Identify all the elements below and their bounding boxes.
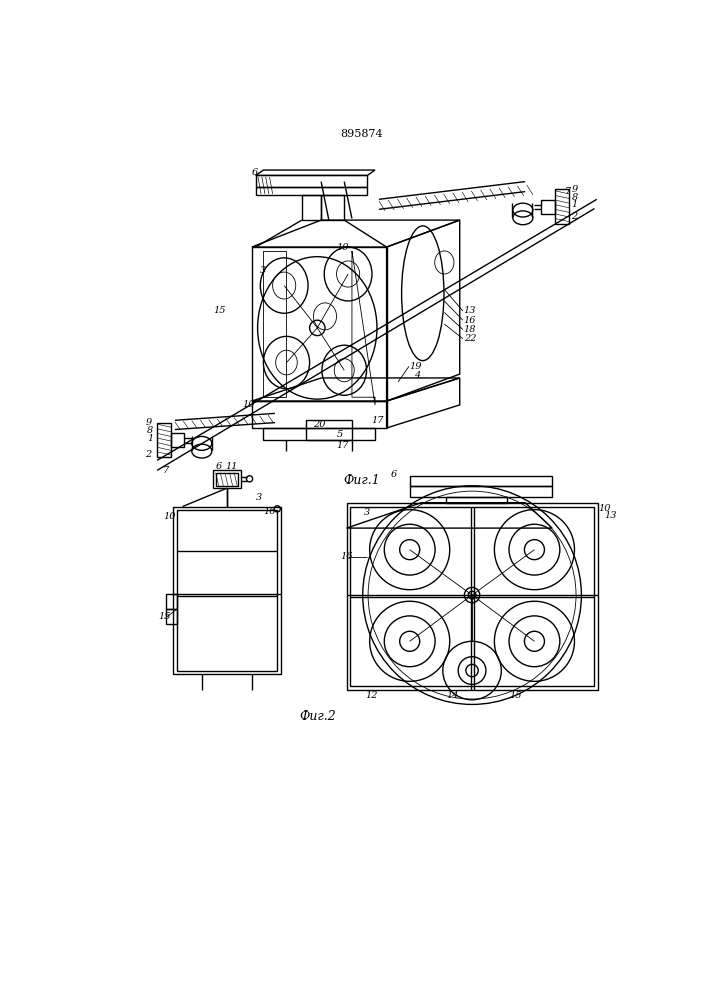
Text: 10: 10: [337, 243, 349, 252]
Text: 1: 1: [147, 434, 153, 443]
Text: 16: 16: [340, 552, 353, 561]
Text: 895874: 895874: [341, 129, 383, 139]
Text: 9: 9: [571, 185, 578, 194]
Text: 17: 17: [337, 441, 349, 450]
Text: 3: 3: [256, 493, 262, 502]
Text: 6: 6: [390, 470, 397, 479]
Text: 13: 13: [464, 306, 476, 315]
Text: 5: 5: [337, 430, 343, 439]
Text: 15: 15: [214, 306, 226, 315]
Text: 10: 10: [163, 512, 176, 521]
Text: 3: 3: [259, 266, 266, 275]
Text: Фиг.1: Фиг.1: [344, 474, 380, 487]
Text: 8: 8: [147, 426, 153, 435]
Text: 18: 18: [464, 325, 476, 334]
Text: 6: 6: [216, 462, 222, 471]
Text: 3: 3: [363, 508, 370, 517]
Text: 7: 7: [163, 466, 170, 475]
Text: 17: 17: [371, 416, 384, 425]
Text: 10: 10: [243, 400, 255, 409]
Text: 6: 6: [252, 168, 258, 177]
Text: 20: 20: [313, 420, 326, 429]
Text: 9: 9: [146, 418, 152, 427]
Text: 16: 16: [264, 507, 276, 516]
Text: 7: 7: [564, 187, 571, 196]
Text: 11: 11: [225, 462, 238, 471]
Text: 8: 8: [571, 192, 578, 202]
Text: 2: 2: [571, 212, 578, 221]
Text: 12: 12: [366, 691, 378, 700]
Text: 15: 15: [510, 691, 522, 700]
Text: 19: 19: [409, 362, 422, 371]
Text: 22: 22: [464, 334, 476, 343]
Text: 10: 10: [598, 504, 611, 513]
Text: 1: 1: [571, 200, 578, 209]
Text: 15: 15: [158, 612, 170, 621]
Text: 13: 13: [604, 511, 617, 520]
Text: 2: 2: [146, 450, 152, 459]
Text: 14: 14: [446, 691, 458, 700]
Text: Фиг.2: Фиг.2: [299, 710, 336, 723]
Text: 4: 4: [414, 371, 420, 380]
Text: 16: 16: [464, 316, 476, 325]
